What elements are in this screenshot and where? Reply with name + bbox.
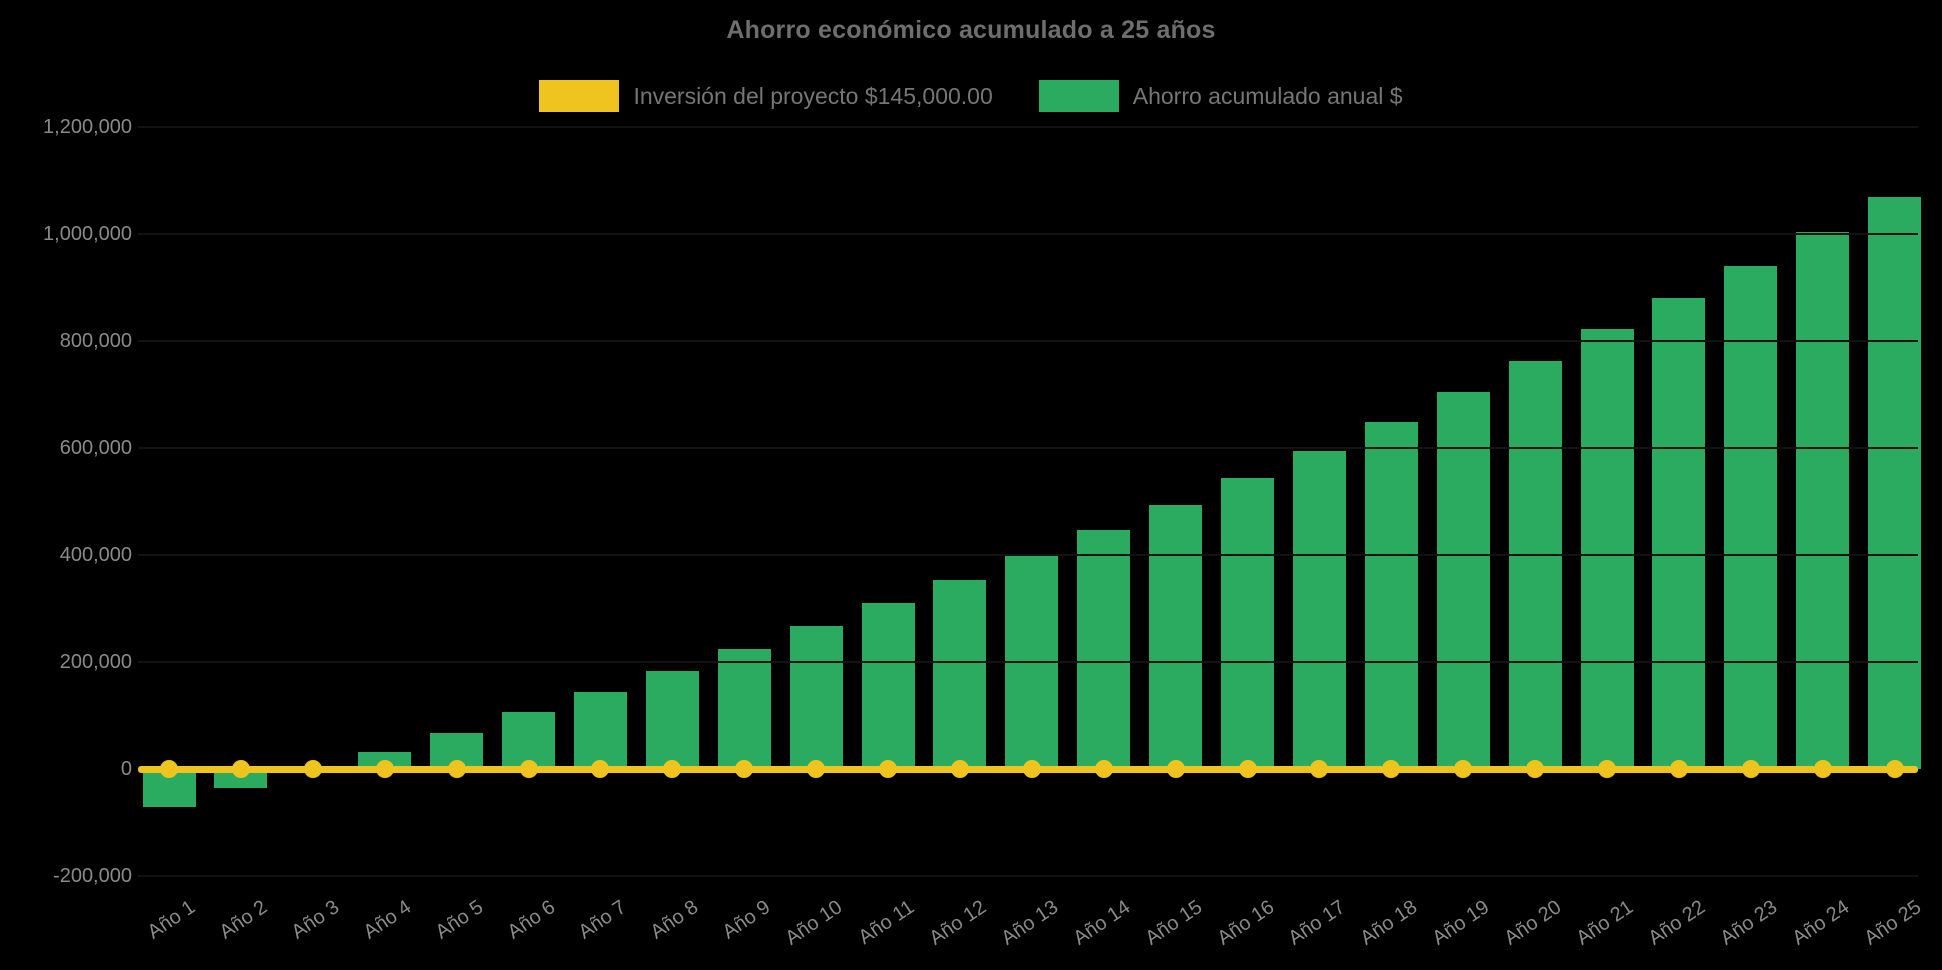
investment-line-marker <box>1813 760 1832 778</box>
bar-año-22 <box>1652 297 1706 769</box>
bar-año-11 <box>861 603 915 769</box>
investment-line-marker <box>1741 760 1760 778</box>
bar-año-17 <box>1292 450 1346 769</box>
chart-title: Ahorro económico acumulado a 25 años <box>726 16 1216 44</box>
investment-line-marker <box>303 760 322 778</box>
legend-swatch-ahorro <box>1038 80 1119 112</box>
investment-line-marker <box>519 760 538 778</box>
bar-año-12 <box>933 580 987 769</box>
bar-año-6 <box>502 712 555 769</box>
investment-line-marker <box>807 760 826 778</box>
bar-año-16 <box>1221 477 1274 769</box>
gridline <box>138 340 1918 342</box>
investment-line-marker <box>375 760 394 778</box>
bar-año-7 <box>573 692 627 769</box>
investment-line-marker <box>1022 760 1041 778</box>
y-axis-tick-label: 1,200,000 <box>43 116 132 138</box>
investment-line-marker <box>1094 760 1113 778</box>
bar-año-23 <box>1724 265 1778 769</box>
gridline <box>138 554 1918 556</box>
investment-line-marker <box>231 760 250 778</box>
bar-año-25 <box>1868 196 1922 769</box>
y-axis-tick-label: 400,000 <box>59 544 132 566</box>
legend-item-inversion[interactable]: Inversión del proyecto $145,000.00 <box>539 80 993 112</box>
investment-line-marker <box>1310 760 1329 778</box>
investment-line-marker <box>663 760 682 778</box>
investment-line-marker <box>1885 760 1904 778</box>
investment-line-marker <box>1382 760 1401 778</box>
investment-line-marker <box>447 760 466 778</box>
bar-año-2 <box>214 769 268 789</box>
bar-año-9 <box>717 648 771 769</box>
y-axis-tick-label: 600,000 <box>59 437 132 459</box>
bar-año-20 <box>1508 361 1562 769</box>
investment-line-marker <box>160 760 178 778</box>
y-axis-tick-label: 0 <box>120 758 132 780</box>
investment-line-marker <box>1526 760 1545 778</box>
y-axis-tick-label: 1,000,000 <box>43 223 132 245</box>
bar-año-19 <box>1436 391 1490 769</box>
gridline <box>138 126 1918 128</box>
gridline <box>138 875 1918 877</box>
bar-año-24 <box>1796 231 1850 769</box>
y-axis-tick-label: 200,000 <box>59 651 132 673</box>
investment-line-marker <box>1598 760 1616 778</box>
bar-año-14 <box>1077 530 1131 769</box>
y-axis-tick-label: -200,000 <box>53 865 132 887</box>
legend-label-inversion: Inversión del proyecto $145,000.00 <box>633 82 993 109</box>
gridline <box>138 233 1918 235</box>
bar-año-21 <box>1580 329 1634 769</box>
legend-label-ahorro: Ahorro acumulado anual $ <box>1132 82 1403 109</box>
bar-año-10 <box>789 626 843 769</box>
investment-line-marker <box>950 760 969 778</box>
investment-line-marker <box>591 760 610 778</box>
investment-line-marker <box>1454 760 1473 778</box>
gridline <box>138 661 1918 663</box>
legend: Inversión del proyecto $145,000.00 Ahorr… <box>0 80 1942 112</box>
bar-año-8 <box>645 670 699 769</box>
gridline <box>138 447 1918 449</box>
y-axis-tick-label: 800,000 <box>59 330 132 352</box>
investment-line-marker <box>879 760 897 778</box>
legend-item-ahorro[interactable]: Ahorro acumulado anual $ <box>1038 80 1403 112</box>
investment-line-marker <box>1669 760 1688 778</box>
investment-line-marker <box>1166 760 1185 778</box>
bar-año-18 <box>1364 421 1418 769</box>
investment-line-marker <box>735 760 754 778</box>
legend-swatch-inversion <box>539 80 620 112</box>
bar-año-15 <box>1149 504 1203 769</box>
investment-line-marker <box>1238 760 1257 778</box>
